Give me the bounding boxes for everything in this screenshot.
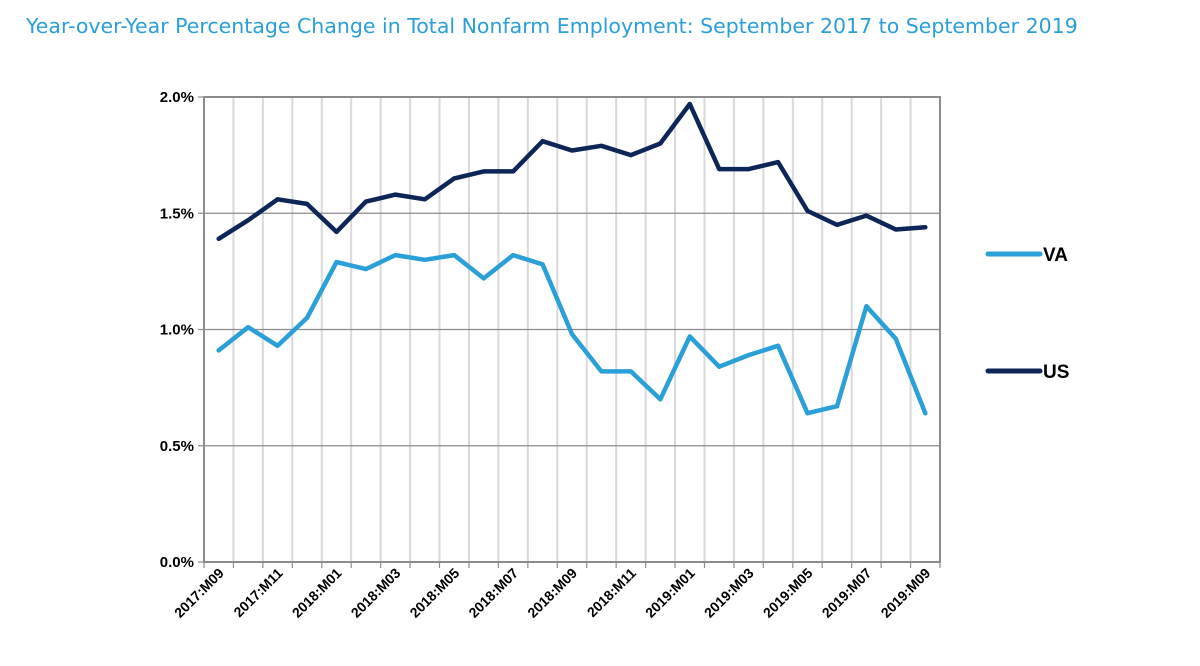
data-point-va — [658, 397, 663, 402]
y-tick-label: 2.0% — [160, 89, 194, 106]
data-point-va — [246, 325, 251, 330]
data-point-us — [393, 192, 398, 197]
data-point-va — [864, 304, 869, 309]
y-tick-label: 1.0% — [160, 322, 194, 339]
data-point-us — [246, 218, 251, 223]
data-point-va — [363, 267, 368, 272]
data-point-va — [805, 411, 810, 416]
data-point-va — [628, 369, 633, 374]
data-point-us — [334, 229, 339, 234]
series-line-us — [216, 101, 928, 242]
data-point-va — [540, 262, 545, 267]
data-point-va — [452, 253, 457, 258]
data-point-va — [305, 315, 310, 320]
data-point-va — [923, 411, 928, 416]
data-point-us — [805, 208, 810, 213]
data-point-va — [834, 404, 839, 409]
data-point-us — [717, 167, 722, 172]
data-point-us — [599, 143, 604, 148]
data-point-va — [216, 348, 221, 353]
data-point-va — [511, 253, 516, 258]
data-point-va — [422, 257, 427, 262]
x-tick-label: 2018:M09 — [524, 565, 580, 621]
x-tick-label: 2019:M05 — [760, 565, 816, 621]
data-point-us — [422, 197, 427, 202]
data-point-us — [216, 236, 221, 241]
data-point-va — [599, 369, 604, 374]
data-point-us — [893, 227, 898, 232]
data-point-us — [746, 167, 751, 172]
data-point-us — [305, 201, 310, 206]
y-tick-label: 1.5% — [160, 205, 194, 222]
data-point-us — [511, 169, 516, 174]
x-tick-label: 2018:M01 — [289, 565, 345, 621]
legend-label-us: US — [1043, 362, 1069, 383]
data-point-us — [540, 139, 545, 144]
data-point-us — [687, 101, 692, 106]
data-point-us — [481, 169, 486, 174]
x-tick-label: 2017:M11 — [230, 565, 285, 620]
chart-title: Year-over-Year Percentage Change in Tota… — [26, 14, 1078, 38]
x-tick-label: 2019:M01 — [642, 565, 698, 621]
data-point-va — [334, 260, 339, 265]
y-tick-label: 0.0% — [160, 554, 194, 571]
x-tick-label: 2018:M03 — [348, 565, 404, 621]
x-tick-label: 2019:M07 — [819, 565, 875, 621]
data-point-us — [658, 141, 663, 146]
data-point-va — [776, 343, 781, 348]
data-point-va — [275, 343, 280, 348]
data-point-us — [452, 176, 457, 181]
x-tick-label: 2018:M05 — [406, 565, 462, 621]
data-point-va — [570, 332, 574, 337]
x-tick-label: 2017:M09 — [171, 565, 227, 621]
x-tick-label: 2019:M03 — [701, 565, 757, 621]
data-point-va — [393, 253, 398, 258]
data-point-va — [746, 353, 751, 358]
data-point-va — [893, 336, 898, 341]
y-tick-label: 0.5% — [160, 438, 194, 455]
legend: VA US — [985, 245, 1069, 383]
data-point-va — [687, 334, 692, 339]
legend-label-va: VA — [1043, 245, 1068, 266]
data-point-va — [481, 276, 486, 281]
data-point-us — [275, 197, 280, 202]
data-point-us — [628, 153, 633, 158]
data-point-us — [923, 225, 928, 230]
data-point-us — [834, 222, 839, 227]
data-point-us — [570, 148, 574, 153]
data-point-us — [776, 160, 781, 165]
data-point-us — [363, 199, 368, 204]
x-tick-label: 2018:M07 — [465, 565, 521, 621]
data-point-us — [864, 213, 869, 218]
x-tick-label: 2019:M09 — [878, 565, 934, 621]
data-point-va — [717, 364, 722, 369]
plot-frame — [203, 96, 941, 563]
x-tick-label: 2018:M11 — [584, 565, 639, 620]
plot-area: 0.0%0.5%1.0%1.5%2.0%2017:M09 2017:M11 2018… — [160, 89, 941, 621]
